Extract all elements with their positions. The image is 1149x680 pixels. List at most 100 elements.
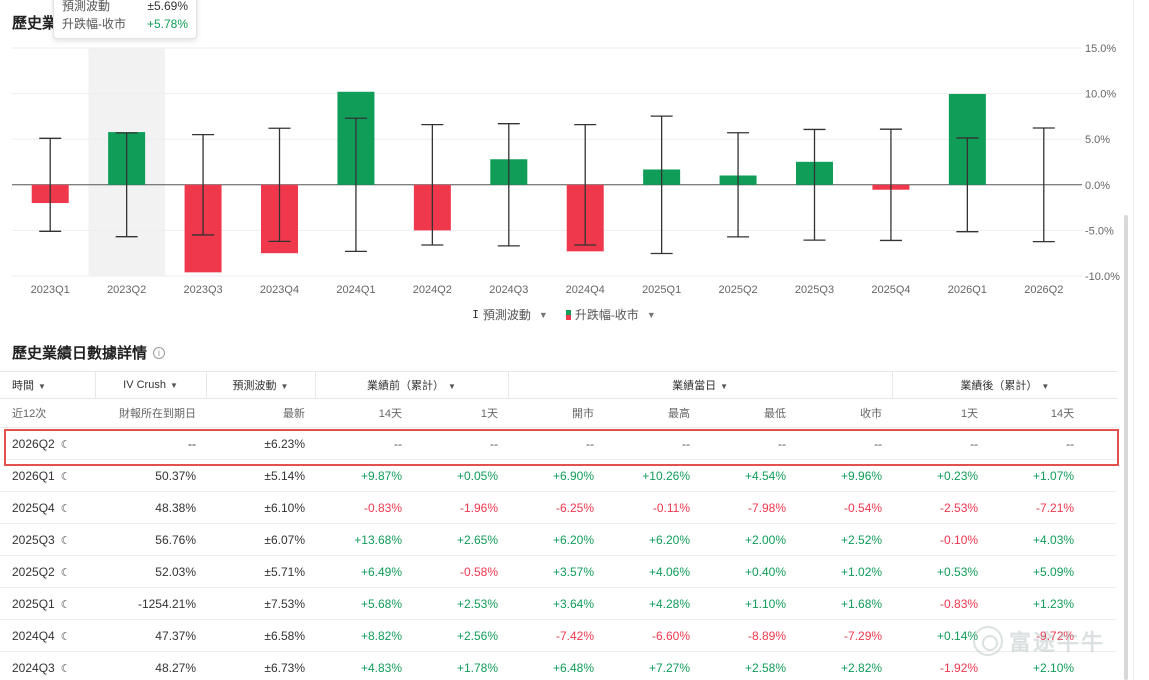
x-tick-label: 2026Q1 — [948, 284, 987, 296]
table-cell: +1.78% — [412, 651, 509, 680]
futu-logo-icon — [973, 626, 1003, 656]
chart-tooltip: 預測波動 ±5.69% 升跌幅-收市 +5.78% — [53, 0, 197, 39]
table-cell: +9.96% — [796, 459, 893, 492]
table-cell: -- — [508, 427, 605, 460]
table-cell: +8.82% — [315, 619, 412, 652]
tooltip-value: +5.78% — [146, 17, 188, 31]
quarter-label: 2024Q4 — [12, 628, 55, 643]
col-header-label: 業績後（累計） — [960, 380, 1038, 392]
table-cell: -1254.21% — [95, 587, 206, 620]
quarter-label: 2025Q3 — [12, 532, 55, 547]
sub-header: 收市 — [796, 398, 893, 428]
sub-header: 最新 — [206, 398, 315, 428]
col-header-label: 時間 — [12, 380, 34, 392]
col-header-forecast[interactable]: 預測波動 ▼ — [205, 371, 315, 399]
table-cell: +6.49% — [315, 555, 412, 588]
table-cell: -0.83% — [892, 587, 989, 620]
x-tick-label: 2024Q4 — [566, 284, 605, 296]
x-tick-label: 2026Q2 — [1024, 284, 1063, 296]
x-tick-label: 2025Q3 — [795, 284, 834, 296]
table-cell: 56.76% — [95, 523, 206, 556]
table-cell: +3.64% — [508, 587, 605, 620]
table-cell: +13.68% — [315, 523, 412, 556]
y-tick-label: 15.0% — [1085, 43, 1116, 55]
table-body: 2026Q2 ☾ -- ±6.23% -- -- -- -- -- -- -- -- 2026Q1 ☾ 50… — [0, 427, 1118, 680]
moon-icon: ☾ — [60, 630, 71, 643]
bar-swatch-icon — [565, 309, 571, 320]
quarter-cell: 2026Q1 ☾ — [0, 459, 95, 492]
col-header-time[interactable]: 時間 ▼ — [0, 371, 95, 399]
table-row[interactable]: 2025Q2 ☾ 52.03% ±5.71% +6.49% -0.58% +3.57% +4.… — [0, 555, 1118, 588]
info-icon[interactable]: i — [153, 346, 166, 359]
legend-change[interactable]: 升跌幅-收市 ▼ — [565, 306, 656, 323]
quarter-label: 2026Q1 — [12, 468, 55, 483]
table-cell: -0.10% — [892, 523, 989, 556]
x-tick-label: 2023Q2 — [107, 284, 146, 296]
table-cell: -1.96% — [412, 491, 509, 524]
x-tick-label: 2023Q3 — [183, 284, 222, 296]
table-row[interactable]: 2024Q4 ☾ 47.37% ±6.58% +8.82% +2.56% -7.42% -6.… — [0, 619, 1118, 652]
table-cell: -- — [315, 427, 412, 460]
col-header-iv-crush[interactable]: IV Crush ▼ — [94, 371, 206, 399]
moon-icon: ☾ — [60, 598, 71, 611]
y-tick-label: 10.0% — [1085, 89, 1116, 101]
x-tick-label: 2024Q2 — [413, 284, 452, 296]
col-header-label: IV Crush — [123, 379, 166, 391]
x-tick-label: 2024Q1 — [336, 284, 375, 296]
table-row[interactable]: 2025Q1 ☾ -1254.21% ±7.53% +5.68% +2.53% +3.64%… — [0, 587, 1118, 620]
table-cell: ±7.53% — [206, 587, 315, 620]
table-cell: 48.27% — [95, 651, 206, 680]
x-tick-label: 2025Q4 — [871, 284, 910, 296]
legend-forecast[interactable]: I 預測波動 ▼ — [472, 306, 548, 323]
table-cell: 52.03% — [95, 555, 206, 588]
table-row[interactable]: 2026Q1 ☾ 50.37% ±5.14% +9.87% +0.05% +6.90% +10… — [0, 459, 1118, 492]
table-cell: -- — [604, 427, 701, 460]
table-cell: +5.09% — [988, 555, 1118, 588]
quarter-label: 2025Q2 — [12, 564, 55, 579]
table-cell: -0.58% — [412, 555, 509, 588]
sub-header: 最低 — [700, 398, 797, 428]
sub-header: 財報所在到期日 — [95, 398, 206, 428]
quarter-cell: 2026Q2 ☾ — [0, 427, 95, 460]
quarter-cell: 2024Q3 ☾ — [0, 651, 95, 680]
table-cell: +1.10% — [700, 587, 797, 620]
table-cell: -- — [700, 427, 797, 460]
col-group-before[interactable]: 業績前（累計） ▼ — [314, 371, 509, 399]
moon-icon: ☾ — [60, 438, 71, 451]
table-cell: +1.02% — [796, 555, 893, 588]
col-group-after[interactable]: 業績後（累計） ▼ — [891, 371, 1118, 399]
caret-down-icon: ▼ — [169, 381, 178, 390]
table-cell: ±6.23% — [206, 427, 315, 460]
table-cell: +1.68% — [796, 587, 893, 620]
table-cell: 48.38% — [95, 491, 206, 524]
x-tick-label: 2023Q1 — [31, 284, 70, 296]
table-cell: +6.20% — [508, 523, 605, 556]
x-tick-label: 2025Q2 — [718, 284, 757, 296]
table-cell: -8.89% — [700, 619, 797, 652]
quarter-label: 2024Q3 — [12, 660, 55, 675]
table-row[interactable]: 2026Q2 ☾ -- ±6.23% -- -- -- -- -- -- -- -- — [0, 427, 1118, 460]
y-tick-label: 0.0% — [1085, 180, 1110, 192]
sub-header: 14天 — [988, 398, 1118, 428]
table-cell: -6.60% — [604, 619, 701, 652]
caret-down-icon: ▼ — [1041, 382, 1050, 391]
table-row[interactable]: 2025Q4 ☾ 48.38% ±6.10% -0.83% -1.96% -6.25% -0.… — [0, 491, 1118, 524]
table-cell: +4.28% — [604, 587, 701, 620]
table-row[interactable]: 2025Q3 ☾ 56.76% ±6.07% +13.68% +2.65% +6.20% +6… — [0, 523, 1118, 556]
table-cell: +4.06% — [604, 555, 701, 588]
table-cell: -- — [412, 427, 509, 460]
table-cell: +2.56% — [412, 619, 509, 652]
table-cell: ±6.73% — [206, 651, 315, 680]
table-cell: +0.53% — [892, 555, 989, 588]
table-cell: -7.42% — [508, 619, 605, 652]
table-cell: +1.23% — [988, 587, 1118, 620]
x-tick-label: 2025Q1 — [642, 284, 681, 296]
moon-icon: ☾ — [60, 566, 71, 579]
col-group-day[interactable]: 業績當日 ▼ — [507, 371, 893, 399]
table-cell: 47.37% — [95, 619, 206, 652]
table-row[interactable]: 2024Q3 ☾ 48.27% ±6.73% +4.83% +1.78% +6.48% +7.… — [0, 651, 1118, 680]
scrollbar[interactable] — [1124, 215, 1128, 680]
table-cell: -0.11% — [604, 491, 701, 524]
table-cell: -7.21% — [988, 491, 1118, 524]
table-cell: +0.14% — [892, 619, 989, 652]
